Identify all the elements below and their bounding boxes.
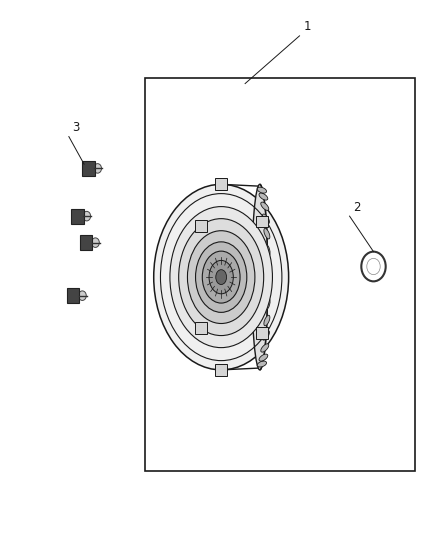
Ellipse shape [265,298,270,310]
Circle shape [367,259,380,274]
Ellipse shape [202,251,240,303]
Ellipse shape [261,344,269,352]
Ellipse shape [265,245,270,256]
Ellipse shape [179,219,264,336]
Ellipse shape [259,193,268,200]
Ellipse shape [259,354,268,361]
Ellipse shape [261,202,269,211]
Circle shape [361,252,386,281]
FancyBboxPatch shape [71,209,84,223]
Circle shape [78,291,86,301]
FancyBboxPatch shape [82,161,95,176]
Ellipse shape [195,242,247,312]
Ellipse shape [257,361,267,367]
Ellipse shape [187,231,255,324]
FancyBboxPatch shape [195,220,207,232]
Ellipse shape [257,187,267,193]
Text: 1: 1 [304,20,311,33]
Ellipse shape [265,280,270,292]
FancyBboxPatch shape [67,288,79,303]
Ellipse shape [265,262,270,274]
Ellipse shape [264,315,270,326]
Ellipse shape [216,270,226,285]
FancyBboxPatch shape [256,216,268,227]
Text: 2: 2 [353,201,360,214]
FancyBboxPatch shape [80,235,92,250]
Ellipse shape [264,229,270,239]
Ellipse shape [170,207,272,348]
Circle shape [83,212,91,221]
Ellipse shape [209,261,233,294]
Ellipse shape [252,184,268,370]
FancyBboxPatch shape [256,327,268,338]
Ellipse shape [154,184,289,370]
Circle shape [94,164,102,173]
Ellipse shape [262,330,269,340]
Circle shape [92,238,99,247]
Text: 3: 3 [72,122,80,134]
FancyBboxPatch shape [215,179,227,190]
Ellipse shape [262,214,269,223]
FancyBboxPatch shape [195,322,207,334]
FancyBboxPatch shape [215,364,227,376]
Bar [145,78,415,471]
